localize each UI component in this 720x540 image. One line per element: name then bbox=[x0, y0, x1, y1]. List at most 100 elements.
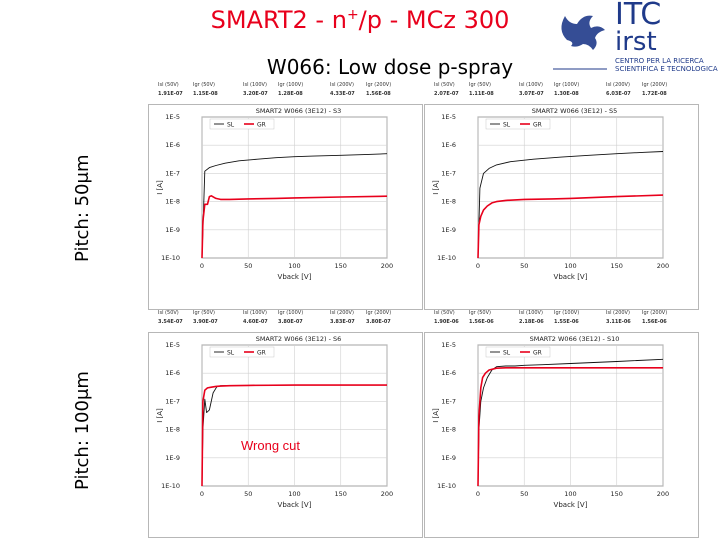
y-tick-label: 1E-6 bbox=[441, 141, 456, 149]
header-value: 3.54E-07 bbox=[158, 319, 183, 325]
row-label-pitch-100: Pitch: 100μm bbox=[72, 371, 93, 490]
y-tick-label: 1E-5 bbox=[165, 113, 180, 121]
series-line-gr bbox=[201, 195, 388, 259]
header-label: Isl (50V) bbox=[158, 310, 179, 316]
chart-panel-s3: Isl (50V) Igr (50V) Isl (100V) Igr (100V) Is… bbox=[148, 82, 423, 310]
y-tick-label: 1E-9 bbox=[441, 454, 456, 462]
header-value: 1.55E-06 bbox=[554, 319, 579, 325]
x-tick-label: 150 bbox=[611, 490, 623, 498]
chart-title: SMART2 W066 (3E12) - S5 bbox=[532, 107, 618, 115]
header-label: Igr (50V) bbox=[469, 310, 491, 316]
y-tick-label: 1E-6 bbox=[165, 369, 180, 377]
y-tick-label: 1E-10 bbox=[437, 482, 456, 490]
x-axis-label: Vback [V] bbox=[554, 273, 588, 281]
header-label: Isl (200V) bbox=[606, 82, 630, 88]
logo-irst: irst bbox=[615, 27, 657, 57]
logo-caption-1: CENTRO PER LA RICERCA bbox=[615, 57, 704, 65]
x-tick-label: 100 bbox=[564, 490, 576, 498]
legend-label-sl: SL bbox=[503, 349, 511, 356]
x-tick-label: 0 bbox=[200, 262, 204, 270]
header-label: Igr (200V) bbox=[366, 82, 392, 88]
header-value: 2.07E-07 bbox=[434, 91, 459, 97]
y-tick-label: 1E-5 bbox=[441, 341, 456, 349]
header-value: 1.56E-08 bbox=[366, 91, 391, 97]
y-tick-label: 1E-10 bbox=[437, 254, 456, 262]
series-line-sl bbox=[201, 153, 388, 259]
y-tick-label: 1E-10 bbox=[161, 482, 180, 490]
header-value: 3.80E-07 bbox=[278, 319, 303, 325]
header-value: 1.30E-08 bbox=[554, 91, 579, 97]
header-value: 4.33E-07 bbox=[330, 91, 355, 97]
x-tick-label: 150 bbox=[335, 262, 347, 270]
logo-caption-2: SCIENTIFICA E TECNOLOGICA bbox=[615, 65, 718, 73]
header-label: Isl (100V) bbox=[243, 310, 267, 316]
header-value: 1.56E-06 bbox=[642, 319, 667, 325]
y-tick-label: 1E-6 bbox=[165, 141, 180, 149]
chart-svg: 1E-10 1E-9 1E-8 1E-7 1E-6 1E-5 0 50 100 150 200 SMA… bbox=[148, 104, 423, 310]
header-value: 3.20E-07 bbox=[243, 91, 268, 97]
page-subtitle: W066: Low dose p-spray bbox=[266, 55, 514, 79]
chart-header-table: Isl (50V) Igr (50V) Isl (100V) Igr (100V) Is… bbox=[148, 82, 423, 104]
header-value: 4.60E-07 bbox=[243, 319, 268, 325]
x-tick-label: 50 bbox=[520, 262, 528, 270]
logo-itc: ITC bbox=[615, 0, 661, 32]
x-tick-label: 0 bbox=[200, 490, 204, 498]
legend-label-gr: GR bbox=[533, 121, 542, 128]
y-axis-label: I [A] bbox=[432, 408, 440, 423]
y-tick-label: 1E-6 bbox=[441, 369, 456, 377]
header-value: 1.28E-08 bbox=[278, 91, 303, 97]
chart-svg: 1E-10 1E-9 1E-8 1E-7 1E-6 1E-5 0 50 100 150 200 SMA… bbox=[148, 332, 423, 538]
legend-label-sl: SL bbox=[503, 121, 511, 128]
chart-header-table: Isl (50V) Igr (50V) Isl (100V) Igr (100V) Is… bbox=[148, 310, 423, 332]
series-line-gr bbox=[477, 366, 663, 487]
x-axis-label: Vback [V] bbox=[278, 501, 312, 509]
y-tick-label: 1E-7 bbox=[441, 169, 456, 177]
y-tick-label: 1E-9 bbox=[165, 454, 180, 462]
x-tick-label: 100 bbox=[288, 262, 300, 270]
header-value: 2.18E-06 bbox=[519, 319, 544, 325]
x-axis-label: Vback [V] bbox=[554, 501, 588, 509]
chart-header-table: Isl (50V) Igr (50V) Isl (100V) Igr (100V) Is… bbox=[424, 310, 699, 332]
x-tick-label: 50 bbox=[520, 490, 528, 498]
chart-title: SMART2 W066 (3E12) - S10 bbox=[530, 335, 620, 343]
chart-panel-s5: Isl (50V) Igr (50V) Isl (100V) Igr (100V) Is… bbox=[424, 82, 699, 310]
chart-svg: 1E-10 1E-9 1E-8 1E-7 1E-6 1E-5 0 50 100 150 200 SMA… bbox=[424, 332, 699, 538]
header-value: 3.11E-06 bbox=[606, 319, 631, 325]
header-label: Isl (100V) bbox=[243, 82, 267, 88]
header-value: 3.80E-07 bbox=[366, 319, 391, 325]
header-label: Igr (100V) bbox=[278, 82, 304, 88]
y-tick-label: 1E-7 bbox=[441, 397, 456, 405]
y-tick-label: 1E-8 bbox=[165, 198, 180, 206]
x-tick-label: 50 bbox=[244, 490, 252, 498]
header-label: Igr (200V) bbox=[642, 310, 668, 316]
y-tick-label: 1E-5 bbox=[441, 113, 456, 121]
series-line-gr bbox=[477, 194, 664, 259]
x-tick-label: 0 bbox=[476, 490, 480, 498]
header-value: 3.90E-07 bbox=[193, 319, 218, 325]
header-value: 1.90E-06 bbox=[434, 319, 459, 325]
x-tick-label: 150 bbox=[335, 490, 347, 498]
legend-label-gr: GR bbox=[257, 349, 266, 356]
y-tick-label: 1E-7 bbox=[165, 397, 180, 405]
header-value: 3.83E-07 bbox=[330, 319, 355, 325]
header-label: Igr (50V) bbox=[193, 310, 215, 316]
x-tick-label: 200 bbox=[657, 490, 669, 498]
y-tick-label: 1E-5 bbox=[165, 341, 180, 349]
header-label: Igr (50V) bbox=[469, 82, 491, 88]
header-label: Isl (50V) bbox=[434, 82, 455, 88]
y-tick-label: 1E-8 bbox=[441, 198, 456, 206]
chart-panel-s6: Isl (50V) Igr (50V) Isl (100V) Igr (100V) Is… bbox=[148, 310, 423, 538]
header-label: Isl (50V) bbox=[158, 82, 179, 88]
legend-label-gr: GR bbox=[533, 349, 542, 356]
chart-title: SMART2 W066 (3E12) - S6 bbox=[256, 335, 342, 343]
y-tick-label: 1E-9 bbox=[165, 226, 180, 234]
row-label-pitch-50: Pitch: 50μm bbox=[72, 154, 93, 263]
y-axis-label: I [A] bbox=[156, 408, 164, 423]
header-label: Igr (100V) bbox=[278, 310, 304, 316]
header-value: 3.07E-07 bbox=[519, 91, 544, 97]
header-value: 1.15E-08 bbox=[193, 91, 218, 97]
header-value: 6.03E-07 bbox=[606, 91, 631, 97]
y-axis-label: I [A] bbox=[432, 180, 440, 195]
header-value: 1.91E-07 bbox=[158, 91, 183, 97]
y-tick-label: 1E-10 bbox=[161, 254, 180, 262]
